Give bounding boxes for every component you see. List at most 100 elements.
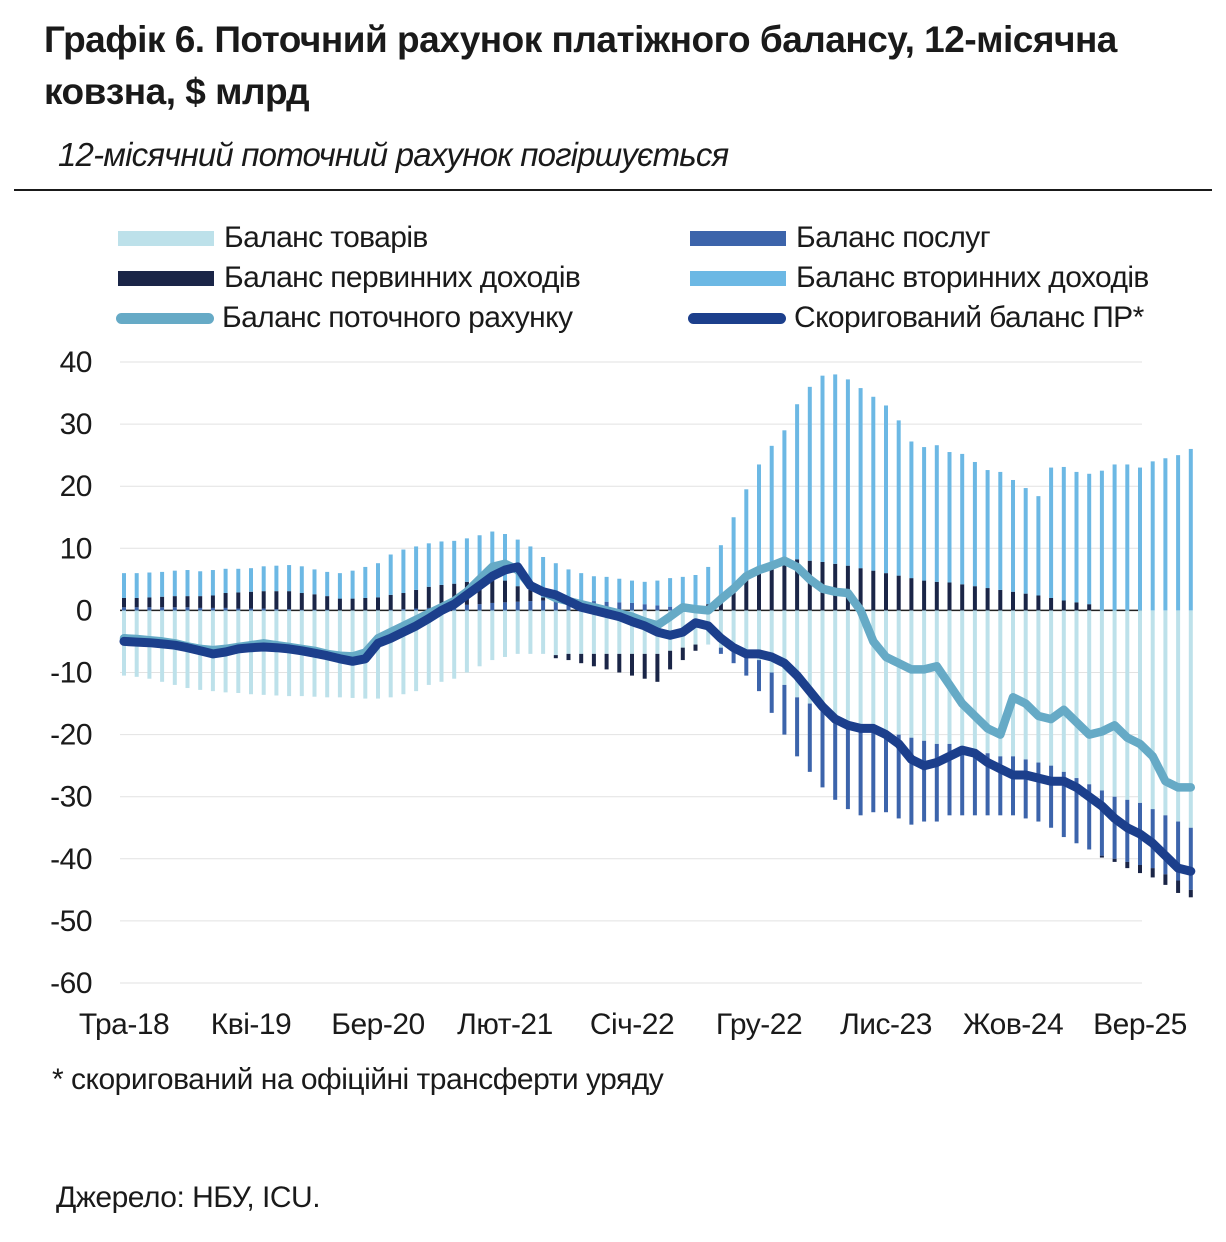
bar-services xyxy=(325,609,330,611)
bar-secondary xyxy=(833,374,838,564)
bar-primary xyxy=(896,575,901,611)
legend-label-services: Баланс послуг xyxy=(796,221,991,254)
bar-services xyxy=(998,756,1003,816)
y-tick-label: -40 xyxy=(50,843,92,876)
bar-secondary xyxy=(655,580,660,606)
bar-services xyxy=(795,697,800,757)
bar-goods xyxy=(985,610,990,754)
bar-primary xyxy=(972,586,977,611)
bar-services xyxy=(896,734,901,819)
bar-goods xyxy=(591,610,596,654)
bar-primary xyxy=(274,591,279,610)
bar-primary xyxy=(1176,880,1181,893)
chart-area: 40 30 20 10 0 -10 -20 -30 -40 -50 -60 Тра-18 Кві-19… xyxy=(50,346,1196,1041)
bar-primary xyxy=(249,591,253,609)
bar-goods xyxy=(477,610,482,667)
bar-secondary xyxy=(376,563,380,598)
bar-primary xyxy=(541,597,546,601)
legend-item-services: Баланс послуг xyxy=(690,218,991,258)
bar-secondary xyxy=(1023,488,1028,594)
bar-goods xyxy=(1049,610,1054,766)
bar-secondary xyxy=(553,563,558,601)
bar-secondary xyxy=(1112,464,1117,611)
bar-services xyxy=(1188,827,1193,890)
legend-swatch-goods xyxy=(118,230,214,246)
bar-primary xyxy=(452,583,457,607)
bar-primary xyxy=(414,589,419,609)
bar-secondary xyxy=(769,445,774,564)
bar-secondary xyxy=(884,405,888,574)
bar-secondary xyxy=(503,534,507,581)
bar-primary xyxy=(503,580,507,603)
bar-secondary xyxy=(299,566,304,594)
bar-goods xyxy=(1011,610,1015,757)
bar-primary xyxy=(833,563,838,611)
bar-primary xyxy=(998,589,1003,611)
bar-primary xyxy=(934,581,939,611)
x-tick-label: Лис-23 xyxy=(840,1008,932,1041)
bar-services xyxy=(528,601,533,611)
line-adjusted xyxy=(119,562,1196,876)
bar-goods xyxy=(998,610,1003,757)
bar-primary xyxy=(909,578,914,611)
bar-goods xyxy=(414,610,419,692)
bar-primary xyxy=(236,592,241,609)
bar-secondary xyxy=(122,573,126,598)
x-tick-label: Бер-20 xyxy=(331,1008,424,1041)
legend-swatch-services xyxy=(690,230,786,246)
x-axis: Тра-18 Кві-19 Бер-20 Лют-21 Січ-22 Гру-22 Лис-… xyxy=(79,1008,1188,1041)
bar-services xyxy=(1087,784,1092,850)
bar-goods xyxy=(1112,610,1117,797)
bar-goods xyxy=(541,610,546,654)
bar-goods xyxy=(464,610,469,673)
bar-primary xyxy=(299,593,304,610)
bar-primary xyxy=(363,597,368,611)
bar-primary xyxy=(261,591,266,609)
bar-services xyxy=(172,607,177,611)
x-tick-label: Кві-19 xyxy=(211,1008,291,1041)
bar-primary xyxy=(172,596,177,608)
bar-primary xyxy=(947,582,952,611)
legend-label-goods: Баланс товарів xyxy=(224,221,428,254)
x-tick-label: Лют-21 xyxy=(457,1008,553,1041)
bar-goods xyxy=(604,610,609,654)
legend-label-adjusted: Скоригований баланс ПР* xyxy=(794,301,1144,334)
bar-secondary xyxy=(972,461,977,587)
bar-primary xyxy=(579,653,584,664)
bar-services xyxy=(477,604,482,611)
bar-services xyxy=(490,602,495,611)
bar-primary xyxy=(477,579,482,605)
bar-goods xyxy=(617,610,622,654)
bar-secondary xyxy=(960,453,965,585)
bar-services xyxy=(757,660,761,692)
bar-primary xyxy=(1011,591,1015,611)
bar-secondary xyxy=(1176,455,1181,611)
bar-goods xyxy=(807,610,812,704)
bar-secondary xyxy=(871,396,876,571)
bar-secondary xyxy=(858,388,863,569)
bar-services xyxy=(820,709,825,788)
bar-services xyxy=(668,606,673,611)
bar-secondary xyxy=(185,570,190,597)
bar-services xyxy=(122,607,126,611)
bar-secondary xyxy=(1074,471,1079,603)
bar-services xyxy=(782,684,787,735)
bar-primary xyxy=(858,568,863,611)
legend-label-current-account: Баланс поточного рахунку xyxy=(222,301,573,334)
bar-services xyxy=(299,609,304,611)
bar-goods xyxy=(769,610,774,673)
bar-services xyxy=(249,608,253,611)
bar-secondary xyxy=(922,447,927,581)
x-tick-label: Тра-18 xyxy=(79,1008,169,1041)
bar-goods xyxy=(528,610,533,654)
bar-services xyxy=(884,731,888,813)
bar-services xyxy=(287,609,292,611)
bar-services xyxy=(807,703,812,772)
bar-secondary xyxy=(693,575,698,610)
bar-goods xyxy=(718,610,723,648)
bar-primary xyxy=(134,597,139,608)
bar-primary xyxy=(223,593,228,608)
bar-goods xyxy=(922,610,927,741)
bar-services xyxy=(388,609,393,611)
bar-goods xyxy=(871,610,876,729)
